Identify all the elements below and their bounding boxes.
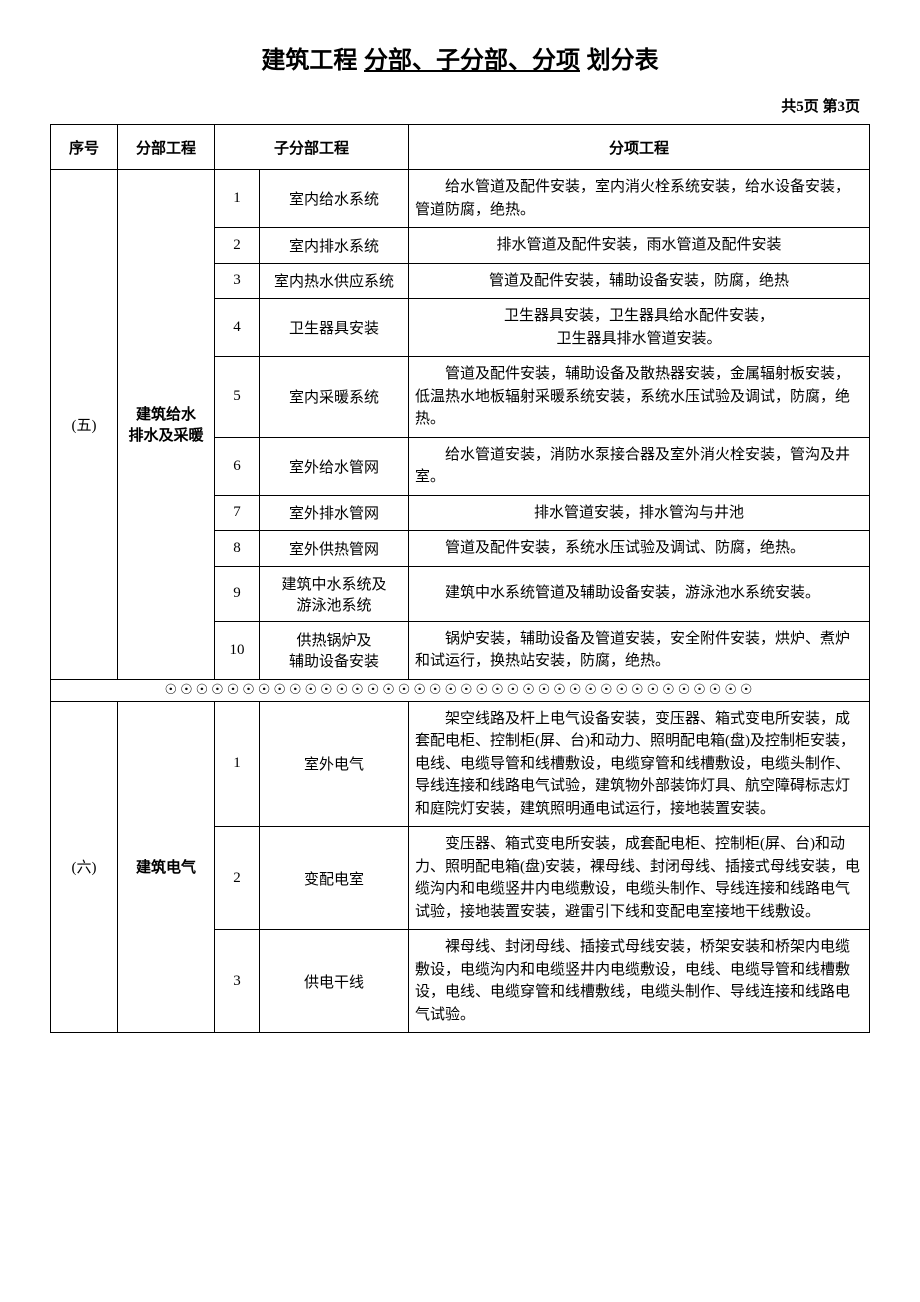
title-suffix: 划分表	[587, 47, 659, 74]
cell-items: 变压器、箱式变电所安装，成套配电柜、控制柜(屏、台)和动力、照明配电箱(盘)安装…	[409, 827, 870, 930]
cell-subname: 室内排水系统	[260, 228, 409, 264]
header-seq: 序号	[51, 125, 118, 170]
cell-subnum: 1	[215, 701, 260, 827]
cell-division: 建筑给水排水及采暖	[118, 170, 215, 680]
cell-subname: 卫生器具安装	[260, 299, 409, 357]
cell-seq: (六)	[51, 701, 118, 1033]
header-subdivision: 子分部工程	[215, 125, 409, 170]
cell-subnum: 10	[215, 621, 260, 679]
cell-items: 给水管道及配件安装，室内消火栓系统安装，给水设备安装，管道防腐，绝热。	[409, 170, 870, 228]
cell-subnum: 8	[215, 531, 260, 567]
division-table: 序号 分部工程 子分部工程 分项工程 (五)建筑给水排水及采暖1室内给水系统给水…	[50, 124, 870, 1033]
cell-items: 卫生器具安装，卫生器具给水配件安装，卫生器具排水管道安装。	[409, 299, 870, 357]
cell-items: 裸母线、封闭母线、插接式母线安装，桥架安装和桥架内电缆敷设，电缆沟内和电缆竖井内…	[409, 930, 870, 1033]
cell-subnum: 3	[215, 930, 260, 1033]
cell-subnum: 4	[215, 299, 260, 357]
cell-subname: 室内给水系统	[260, 170, 409, 228]
cell-subnum: 3	[215, 263, 260, 299]
cell-subname: 室外电气	[260, 701, 409, 827]
cell-subnum: 9	[215, 566, 260, 621]
cell-subnum: 2	[215, 827, 260, 930]
table-header-row: 序号 分部工程 子分部工程 分项工程	[51, 125, 870, 170]
cell-subname: 建筑中水系统及游泳池系统	[260, 566, 409, 621]
header-division: 分部工程	[118, 125, 215, 170]
cell-subnum: 6	[215, 437, 260, 495]
cell-subnum: 1	[215, 170, 260, 228]
cell-subnum: 5	[215, 357, 260, 438]
cell-items: 管道及配件安装，辅助设备及散热器安装，金属辐射板安装，低温热水地板辐射采暖系统安…	[409, 357, 870, 438]
title-prefix: 建筑工程	[261, 47, 357, 74]
cell-subname: 室内热水供应系统	[260, 263, 409, 299]
page-info: 共5页 第3页	[50, 95, 870, 116]
cell-subname: 变配电室	[260, 827, 409, 930]
document-title: 建筑工程 分部、子分部、分项 划分表	[50, 40, 870, 75]
cell-subnum: 2	[215, 228, 260, 264]
cell-seq: (五)	[51, 170, 118, 680]
cell-items: 管道及配件安装，系统水压试验及调试、防腐，绝热。	[409, 531, 870, 567]
cell-subname: 供电干线	[260, 930, 409, 1033]
title-underline: 分部、子分部、分项	[364, 47, 580, 74]
table-row: (五)建筑给水排水及采暖1室内给水系统给水管道及配件安装，室内消火栓系统安装，给…	[51, 170, 870, 228]
cell-subname: 室内采暖系统	[260, 357, 409, 438]
cell-items: 管道及配件安装，辅助设备安装，防腐，绝热	[409, 263, 870, 299]
header-items: 分项工程	[409, 125, 870, 170]
cell-items: 建筑中水系统管道及辅助设备安装，游泳池水系统安装。	[409, 566, 870, 621]
cell-items: 锅炉安装，辅助设备及管道安装，安全附件安装，烘炉、煮炉和试运行，换热站安装，防腐…	[409, 621, 870, 679]
cell-subnum: 7	[215, 495, 260, 531]
cell-subname: 室外排水管网	[260, 495, 409, 531]
cell-items: 架空线路及杆上电气设备安装，变压器、箱式变电所安装，成套配电柜、控制柜(屏、台)…	[409, 701, 870, 827]
cell-items: 排水管道安装，排水管沟与井池	[409, 495, 870, 531]
separator-cell: ☉☉☉☉☉☉☉☉☉☉☉☉☉☉☉☉☉☉☉☉☉☉☉☉☉☉☉☉☉☉☉☉☉☉☉☉☉☉	[51, 679, 870, 701]
cell-items: 给水管道安装，消防水泵接合器及室外消火栓安装，管沟及井室。	[409, 437, 870, 495]
table-row: (六)建筑电气1室外电气架空线路及杆上电气设备安装，变压器、箱式变电所安装，成套…	[51, 701, 870, 827]
cell-subname: 室外给水管网	[260, 437, 409, 495]
cell-subname: 室外供热管网	[260, 531, 409, 567]
cell-items: 排水管道及配件安装，雨水管道及配件安装	[409, 228, 870, 264]
separator-row: ☉☉☉☉☉☉☉☉☉☉☉☉☉☉☉☉☉☉☉☉☉☉☉☉☉☉☉☉☉☉☉☉☉☉☉☉☉☉	[51, 679, 870, 701]
cell-subname: 供热锅炉及辅助设备安装	[260, 621, 409, 679]
cell-division: 建筑电气	[118, 701, 215, 1033]
